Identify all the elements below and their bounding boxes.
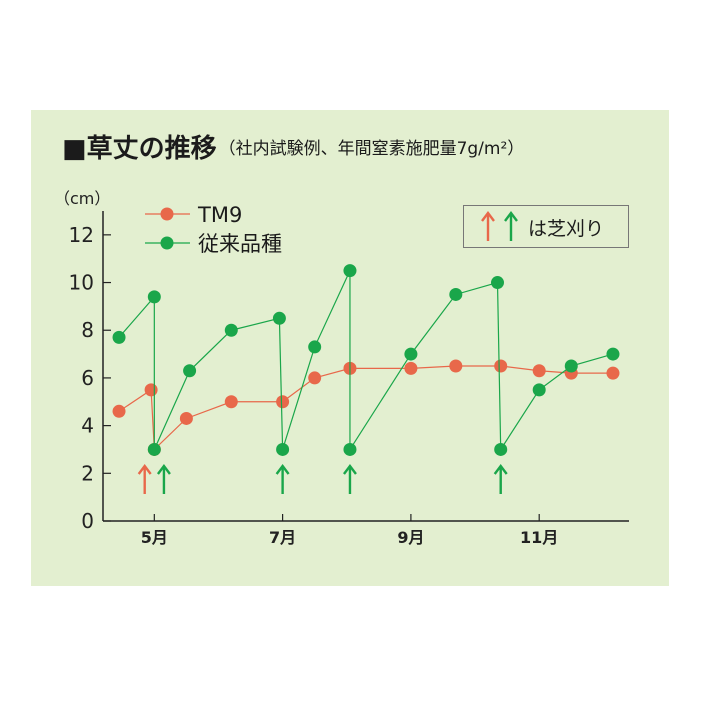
- data-point-conventional: [343, 442, 357, 456]
- data-point-tm9: [449, 359, 463, 373]
- data-point-tm9: [308, 371, 322, 385]
- mowing-arrow-head: [343, 464, 357, 475]
- data-point-tm9: [276, 395, 290, 409]
- chart-title: ■草丈の推移 （社内試験例、年間窒素施肥量7g/m²）: [62, 128, 524, 165]
- data-point-conventional: [606, 347, 620, 361]
- data-point-conventional: [564, 359, 578, 373]
- x-tick-label: 9月: [397, 528, 424, 547]
- data-point-tm9: [112, 404, 126, 418]
- data-point-conventional: [449, 287, 463, 301]
- data-point-tm9: [532, 364, 546, 378]
- mowing-arrow-head: [137, 464, 152, 475]
- y-tick-label: 6: [81, 366, 94, 390]
- y-tick-label: 4: [81, 414, 94, 438]
- data-point-tm9: [179, 411, 193, 425]
- y-tick-label: 10: [69, 271, 94, 295]
- series-line-conventional: [118, 270, 614, 452]
- data-point-conventional: [224, 323, 238, 337]
- data-point-conventional: [404, 347, 418, 361]
- y-axis-unit-label: （cm）: [54, 189, 110, 208]
- data-point-conventional: [343, 264, 357, 278]
- legend-marker-conventional: [160, 236, 174, 250]
- data-point-conventional: [147, 442, 161, 456]
- series-line-tm9: [118, 365, 613, 451]
- data-point-conventional: [308, 340, 322, 354]
- data-point-tm9: [494, 359, 508, 373]
- y-tick-label: 8: [81, 318, 94, 342]
- data-point-conventional: [532, 383, 546, 397]
- mowing-arrow-head: [493, 464, 508, 475]
- y-tick-label: 0: [81, 509, 94, 533]
- data-point-conventional: [112, 330, 126, 344]
- data-point-conventional: [276, 442, 290, 456]
- mowing-legend-box: [463, 205, 629, 248]
- legend-label-conventional: 従来品種: [198, 232, 282, 256]
- legend-marker-tm9: [160, 207, 174, 221]
- mowing-arrow-head: [156, 464, 171, 475]
- data-point-conventional: [183, 364, 197, 378]
- data-point-conventional: [272, 311, 286, 325]
- data-point-conventional: [494, 442, 508, 456]
- data-point-tm9: [144, 383, 158, 397]
- chart-title-sub: （社内試験例、年間窒素施肥量7g/m²）: [218, 139, 525, 159]
- legend-label-tm9: TM9: [197, 203, 242, 227]
- y-tick-label: 12: [69, 223, 94, 247]
- legend-mowing-arrow-conventional-head: [504, 211, 518, 222]
- legend-mowing-label: は芝刈り: [528, 218, 604, 240]
- y-tick-label: 2: [81, 461, 94, 485]
- data-point-conventional: [491, 276, 504, 290]
- chart-title-main: ■草丈の推移: [62, 134, 217, 164]
- mowing-arrow-head: [275, 464, 290, 475]
- data-point-conventional: [147, 290, 161, 304]
- data-point-tm9: [606, 366, 620, 380]
- legend-mowing-arrow-tm9-head: [481, 211, 495, 222]
- data-point-tm9: [224, 395, 238, 409]
- x-tick-label: 5月: [141, 528, 168, 547]
- data-point-tm9: [404, 361, 418, 375]
- x-tick-label: 7月: [269, 528, 296, 547]
- x-tick-label: 11月: [520, 528, 558, 547]
